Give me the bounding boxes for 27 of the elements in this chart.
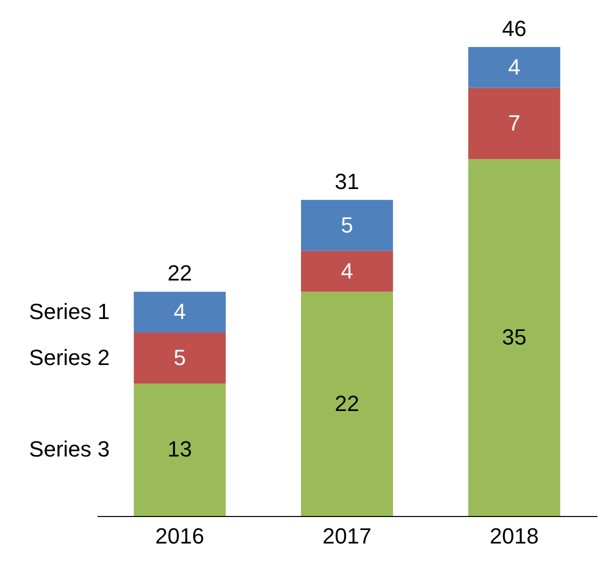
data-label: 5 (340, 212, 354, 238)
bar (468, 47, 560, 88)
total-label: 22 (168, 260, 192, 286)
total-label: 31 (334, 168, 360, 194)
data-label: 13 (168, 436, 192, 462)
data-label: 4 (174, 299, 186, 324)
bar (301, 250, 393, 292)
bar (301, 292, 393, 516)
bar (134, 332, 226, 384)
data-label: 4 (340, 258, 354, 284)
data-label: 5 (174, 344, 186, 370)
bar (301, 200, 393, 251)
total-label: 46 (502, 16, 526, 41)
series-label: Series 2 (29, 344, 110, 370)
data-label: 7 (508, 110, 520, 136)
bar (468, 159, 560, 516)
bar (468, 88, 560, 160)
x-tick-label: 2018 (490, 524, 539, 548)
series-label: Series 3 (29, 436, 110, 462)
bar (134, 292, 226, 332)
series-label: Series 1 (29, 299, 110, 324)
x-tick-label: 2017 (322, 524, 372, 548)
x-tick-label: 2016 (155, 524, 204, 548)
data-label: 4 (508, 54, 520, 80)
bar (134, 383, 226, 516)
data-label: 35 (502, 324, 526, 350)
data-label: 22 (334, 390, 360, 416)
